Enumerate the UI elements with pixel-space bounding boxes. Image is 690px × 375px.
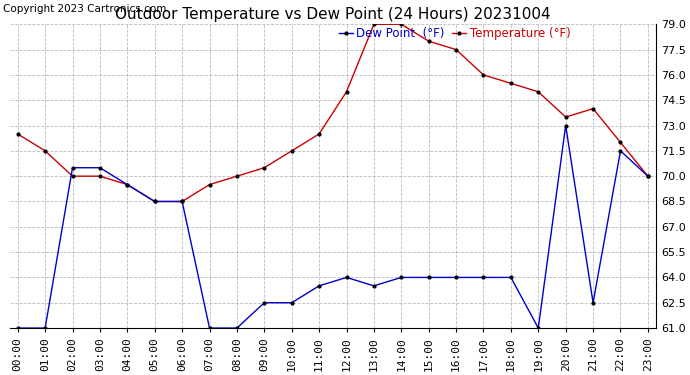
Title: Outdoor Temperature vs Dew Point (24 Hours) 20231004: Outdoor Temperature vs Dew Point (24 Hou… (115, 7, 551, 22)
Text: Copyright 2023 Cartronics.com: Copyright 2023 Cartronics.com (3, 4, 166, 13)
Legend: Dew Point  (°F), Temperature (°F): Dew Point (°F), Temperature (°F) (339, 27, 571, 40)
